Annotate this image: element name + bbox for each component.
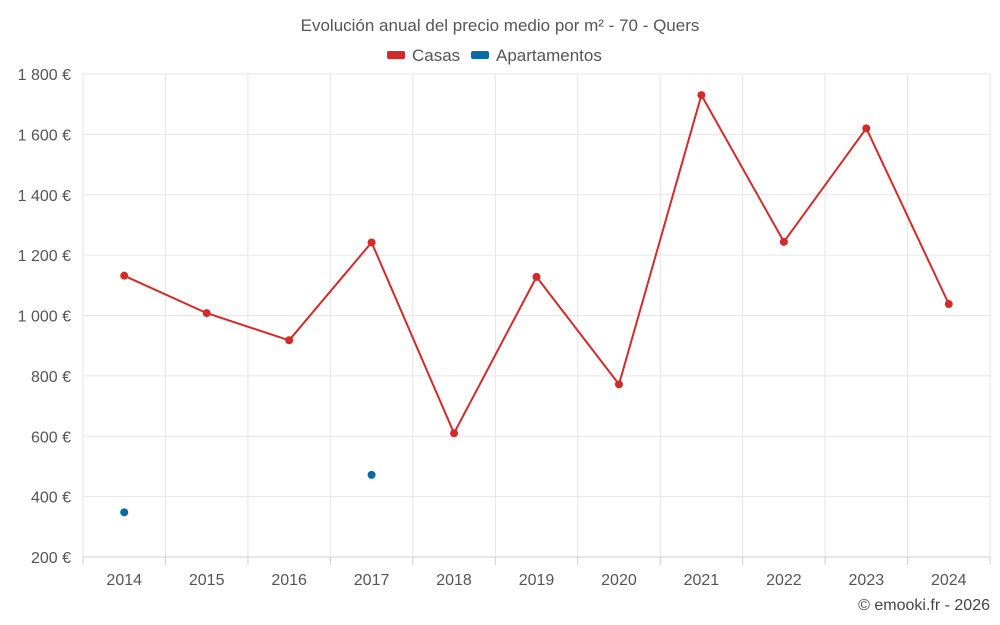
x-tick-label: 2023 — [849, 572, 885, 589]
y-tick-label: 1 600 € — [18, 127, 71, 144]
x-tick-label: 2024 — [931, 572, 967, 589]
y-tick-label: 1 000 € — [18, 309, 71, 326]
data-point-casas-2015[interactable] — [202, 309, 211, 318]
data-point-casas-2021[interactable] — [697, 91, 706, 100]
data-point-casas-2023[interactable] — [862, 124, 871, 133]
legend-label-casas[interactable]: Casas — [412, 46, 460, 65]
y-tick-label: 200 € — [31, 550, 71, 567]
credit-text[interactable]: © emooki.fr - 2026 — [858, 597, 990, 614]
x-axis: 2014 2015 2016 2017 2018 2019 2020 2021 2022 2023… — [82, 556, 991, 589]
legend-swatch-apartamentos — [471, 51, 489, 59]
data-point-casas-2016[interactable] — [285, 336, 294, 345]
x-tick-label: 2015 — [189, 572, 225, 589]
data-point-casas-2019[interactable] — [532, 272, 541, 281]
x-tick-label: 2018 — [436, 572, 472, 589]
data-point-casas-2018[interactable] — [450, 429, 459, 438]
data-point-apartamentos-2017[interactable] — [367, 470, 376, 479]
x-tick-label: 2022 — [766, 572, 802, 589]
y-tick-label: 1 800 € — [18, 67, 71, 84]
y-tick-label: 1 400 € — [18, 188, 71, 205]
data-point-apartamentos-2014[interactable] — [120, 508, 129, 517]
series-casas — [120, 91, 953, 438]
legend-label-apartamentos[interactable]: Apartamentos — [496, 46, 602, 65]
x-tick-label: 2021 — [684, 572, 720, 589]
data-point-casas-2014[interactable] — [120, 271, 129, 280]
y-tick-label: 800 € — [31, 369, 71, 386]
x-tick-label: 2020 — [601, 572, 637, 589]
y-tick-label: 600 € — [31, 429, 71, 446]
data-point-casas-2022[interactable] — [779, 237, 788, 246]
y-tick-label: 1 200 € — [18, 248, 71, 265]
grid — [82, 73, 991, 557]
y-axis: 200 € 400 € 600 € 800 € 1 000 € 1 200 € 1 400 … — [18, 67, 71, 567]
x-tick-label: 2019 — [519, 572, 555, 589]
series-apartamentos — [120, 470, 376, 517]
x-tick-label: 2016 — [271, 572, 307, 589]
data-point-casas-2017[interactable] — [367, 238, 376, 247]
legend-swatch-casas — [387, 51, 405, 59]
series-layer — [120, 91, 953, 517]
legend: Casas Apartamentos — [387, 46, 602, 65]
chart-title: Evolución anual del precio medio por m² … — [301, 16, 700, 35]
x-tick-label: 2017 — [354, 572, 390, 589]
data-point-casas-2024[interactable] — [944, 300, 953, 309]
y-tick-label: 400 € — [31, 490, 71, 507]
data-point-casas-2020[interactable] — [614, 380, 623, 389]
x-tick-label: 2014 — [106, 572, 142, 589]
